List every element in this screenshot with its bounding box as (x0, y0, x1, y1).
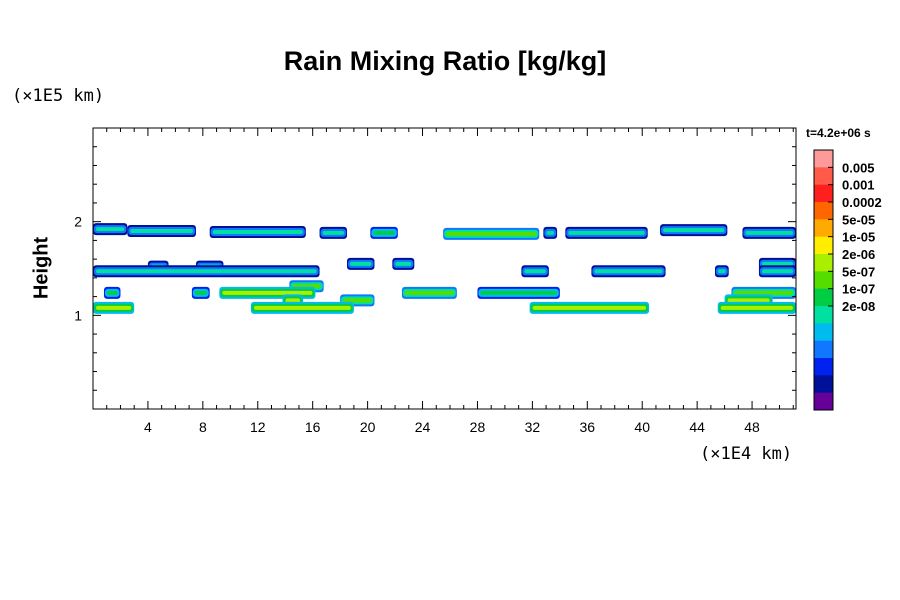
data-band-core (212, 229, 303, 234)
colorbar-label: 5e-07 (842, 264, 875, 279)
x-tick-label: 32 (525, 419, 541, 435)
data-band-core (96, 227, 125, 232)
x-axis-unit-label: (×1E4 km) (700, 444, 793, 464)
x-tick-label: 48 (744, 419, 760, 435)
colorbar-swatch (814, 323, 833, 342)
x-tick-label: 16 (305, 419, 321, 435)
colorbar-swatch (814, 167, 833, 186)
data-band-core (546, 230, 555, 235)
data-band-core (130, 229, 193, 234)
colorbar-swatch (814, 254, 833, 272)
data-band-core (404, 290, 454, 295)
data-band-core (532, 305, 647, 310)
data-band-core (373, 230, 395, 235)
plot-frame (92, 127, 797, 410)
colorbar-swatch (814, 306, 833, 324)
colorbar-swatch (814, 340, 833, 359)
y-axis-unit-label: (×1E5 km) (12, 86, 105, 106)
x-tick-label: 20 (360, 419, 376, 435)
colorbar-swatch (814, 150, 833, 168)
data-band-core (761, 261, 793, 266)
data-band-core (663, 228, 725, 233)
colorbar-swatch (814, 219, 833, 238)
data-band-core (446, 231, 537, 236)
chart-title: Rain Mixing Ratio [kg/kg] (283, 46, 607, 76)
data-band-core (480, 290, 557, 295)
data-band-core (717, 269, 726, 274)
data-band-core (734, 290, 793, 295)
colorbar-swatch (814, 236, 833, 255)
colorbar-swatch (814, 358, 833, 376)
x-tick-label: 40 (634, 419, 650, 435)
colorbar-label: 0.0002 (842, 195, 882, 210)
x-tick-label: 28 (470, 419, 486, 435)
colorbar-label: 1e-07 (842, 282, 875, 297)
data-band-core (524, 269, 546, 274)
colorbar-swatch (814, 375, 833, 394)
data-band-core (106, 290, 118, 295)
data-band-core (285, 298, 301, 303)
data-band-core (745, 230, 793, 235)
data-band-core (594, 269, 663, 274)
data-band-core (350, 261, 372, 266)
data-band-core (395, 261, 412, 266)
colorbar-label: 2e-06 (842, 247, 875, 262)
x-tick-label: 4 (144, 419, 152, 435)
colorbar-label: 2e-08 (842, 299, 875, 314)
data-layer (93, 223, 796, 314)
x-tick-label: 24 (415, 419, 431, 435)
colorbar-label: 0.005 (842, 160, 875, 175)
data-band-core (322, 230, 345, 235)
y-tick-label: 2 (74, 214, 82, 230)
time-label: t=4.2e+06 s (806, 126, 871, 140)
data-band-core (343, 298, 372, 303)
colorbar-swatch (814, 184, 833, 203)
colorbar-swatch (814, 202, 833, 220)
colorbar-frame (813, 149, 834, 411)
y-tick-label: 1 (74, 307, 82, 323)
data-band-core (253, 305, 351, 310)
data-band-core (96, 269, 317, 274)
data-band-core (194, 290, 207, 295)
colorbar-swatch (814, 392, 833, 411)
colorbar-label: 5e-05 (842, 212, 875, 227)
x-tick-label: 36 (580, 419, 596, 435)
colorbar-label: 1e-05 (842, 230, 875, 245)
colorbar: 0.005 0.001 0.0002 5e-05 1e-05 2e-06 5e-07 1e-0… (813, 149, 882, 411)
data-band-core (222, 290, 313, 295)
colorbar-label: 0.001 (842, 178, 875, 193)
x-tick-label: 44 (689, 419, 705, 435)
data-band-core (727, 298, 770, 303)
data-band-core (96, 305, 132, 310)
data-band-core (761, 269, 793, 274)
colorbar-swatch (814, 288, 833, 307)
x-tick-label: 8 (199, 419, 207, 435)
data-band-core (568, 230, 645, 235)
data-band-core (720, 305, 793, 310)
x-tick-label: 12 (250, 419, 266, 435)
colorbar-swatch (814, 271, 833, 290)
